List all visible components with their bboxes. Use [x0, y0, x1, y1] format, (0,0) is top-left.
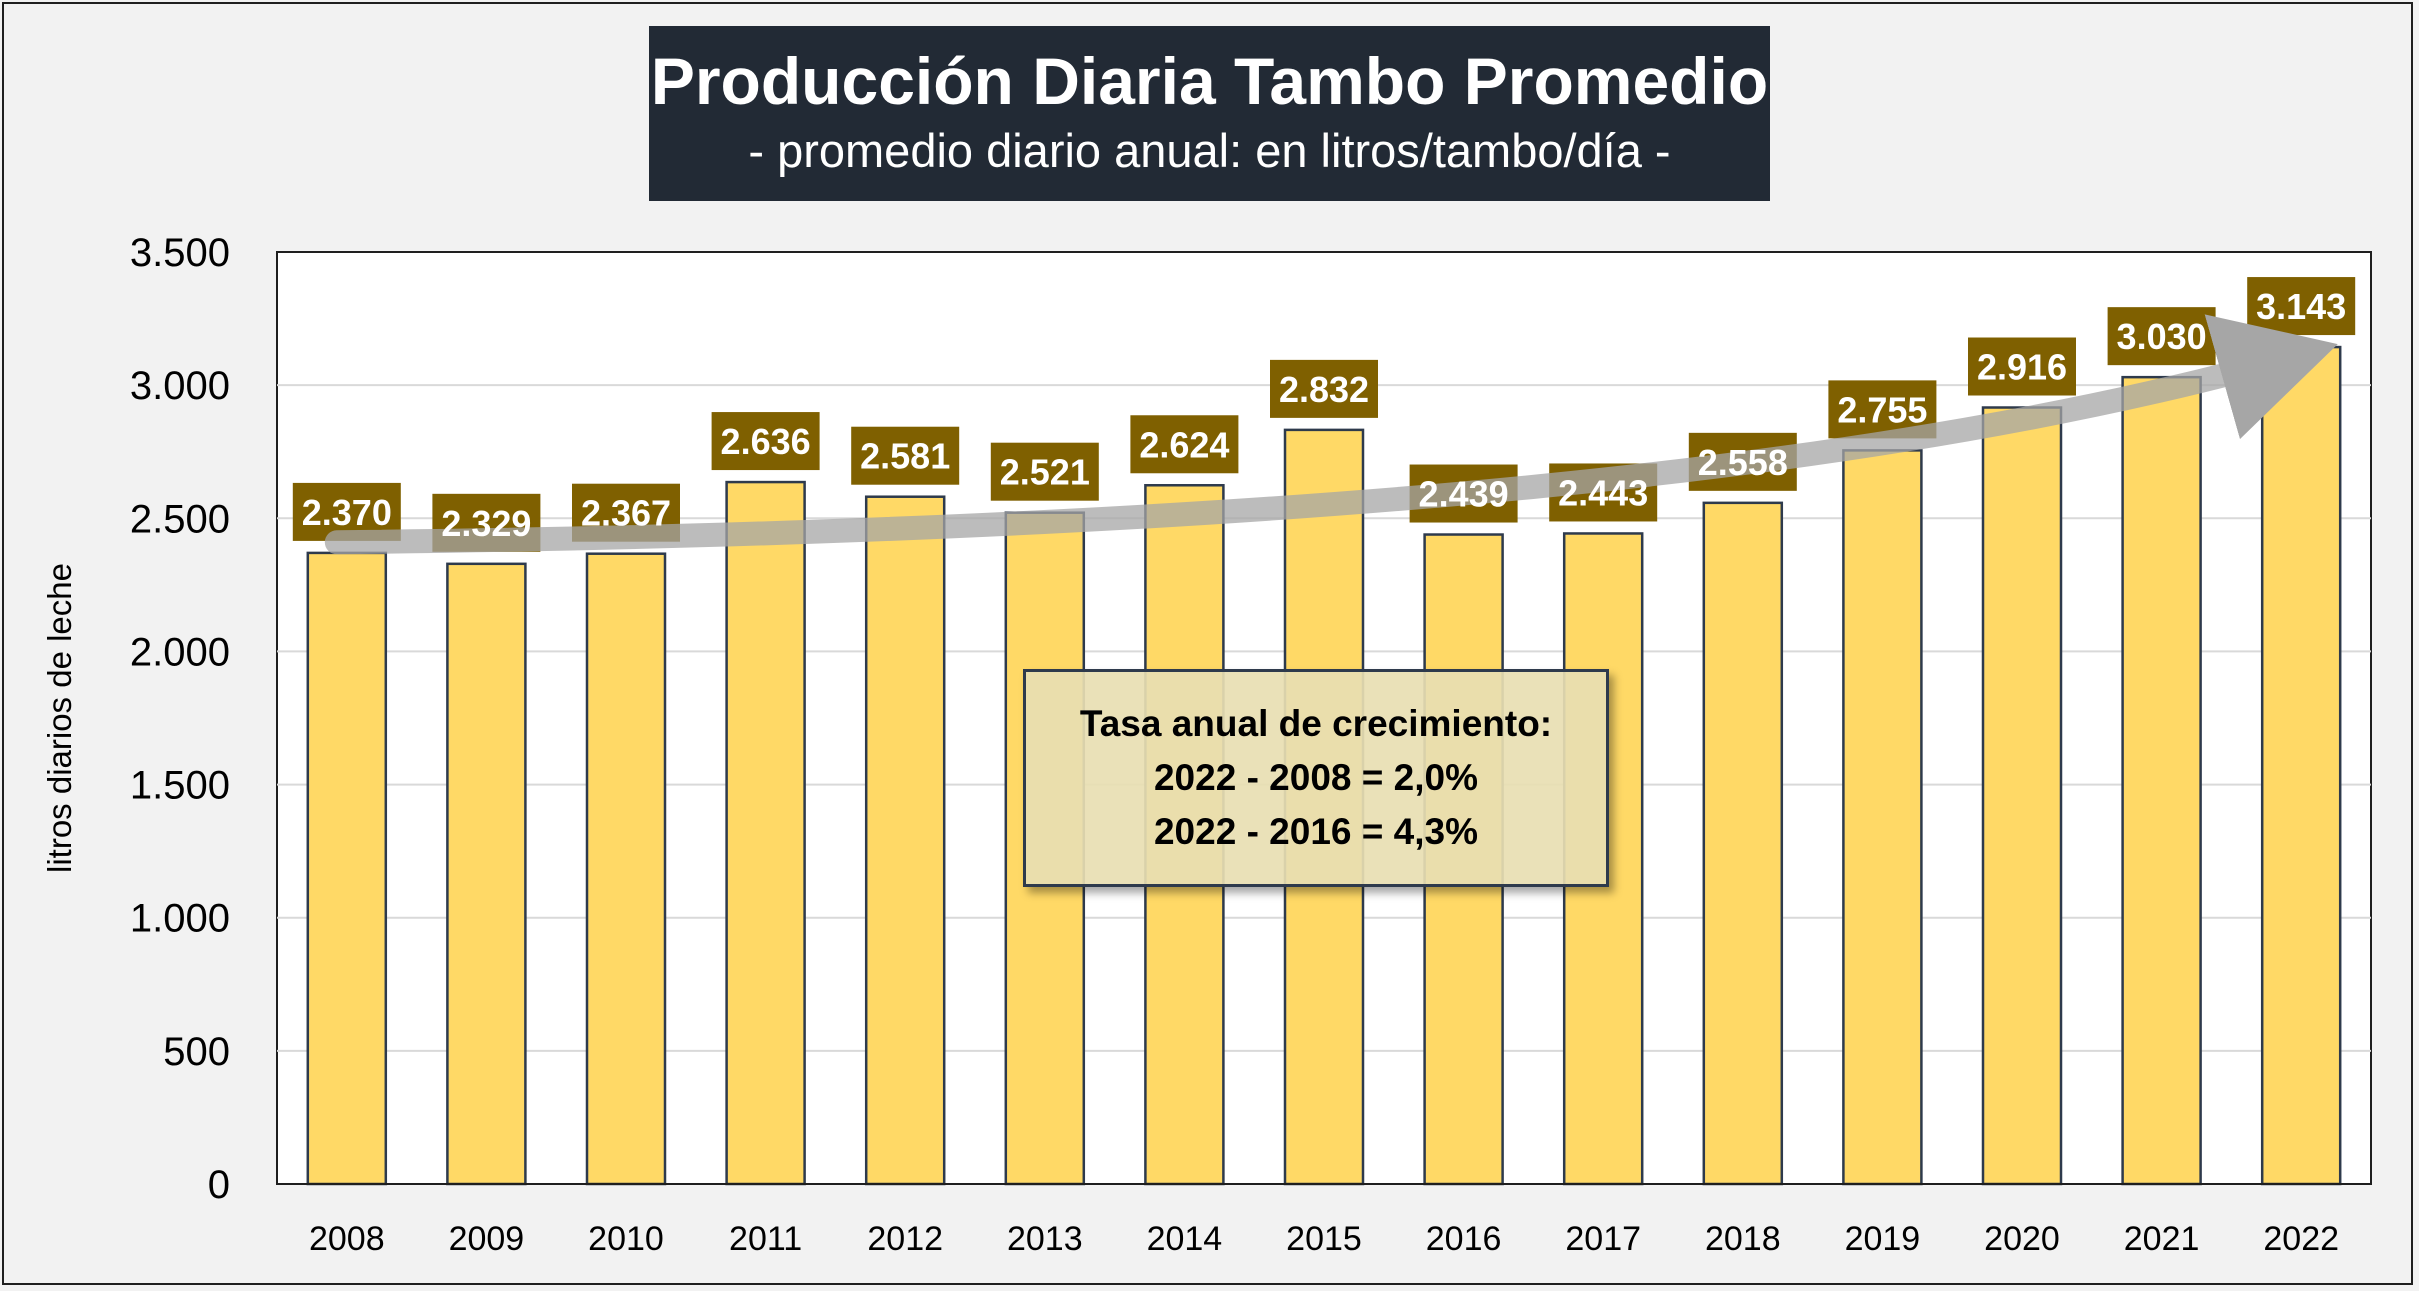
y-tick-label: 2.500	[130, 497, 230, 541]
y-tick-label: 3.000	[130, 364, 230, 408]
data-label: 2.755	[1837, 389, 1927, 430]
data-label: 2.832	[1279, 369, 1369, 410]
trend-arrow	[324, 314, 2338, 555]
x-tick-label: 2015	[1286, 1220, 1362, 1258]
x-tick-label: 2019	[1845, 1220, 1921, 1258]
data-label: 2.624	[1139, 424, 1229, 465]
x-tick-label: 2011	[729, 1220, 802, 1258]
bar	[864, 495, 946, 1186]
y-tick-label: 0	[208, 1163, 230, 1207]
x-tick-label: 2022	[2263, 1220, 2339, 1258]
x-tick-label: 2016	[1426, 1220, 1502, 1258]
chart-title: Producción Diaria Tambo Promedio	[650, 44, 1769, 118]
bar	[2260, 345, 2342, 1186]
x-tick-label: 2010	[588, 1220, 664, 1258]
data-label: 3.143	[2256, 286, 2346, 327]
data-label: 2.581	[860, 436, 950, 477]
growth-rate-box: Tasa anual de crecimiento: 2022 - 2008 =…	[1023, 669, 1609, 887]
bar	[1702, 501, 1784, 1186]
data-label-box	[711, 412, 820, 471]
growth-rate-line: 2022 - 2016 = 4,3%	[1153, 811, 1478, 852]
x-tick-label: 2012	[867, 1220, 943, 1258]
title-box: Producción Diaria Tambo Promedio - prome…	[649, 26, 1770, 201]
data-label: 2.443	[1558, 472, 1648, 513]
data-label: 2.636	[721, 421, 811, 462]
growth-rate-title: Tasa anual de crecimiento:	[1079, 703, 1553, 744]
x-tick-label: 2017	[1565, 1220, 1641, 1258]
y-tick-label: 2.000	[130, 630, 230, 674]
bar	[1981, 406, 2063, 1186]
data-label: 3.030	[2117, 316, 2207, 357]
data-label: 2.370	[302, 492, 392, 533]
chart-subtitle: - promedio diario anual: en litros/tambo…	[748, 124, 1671, 177]
x-tick-label: 2021	[2124, 1220, 2200, 1258]
data-label: 2.916	[1977, 347, 2067, 388]
y-tick-label: 1.500	[130, 764, 230, 808]
y-tick-label: 3.500	[130, 231, 230, 275]
x-tick-label: 2014	[1147, 1220, 1223, 1258]
bar	[1842, 449, 1923, 1186]
x-tick-label: 2008	[309, 1220, 385, 1258]
x-tick-label: 2020	[1984, 1220, 2060, 1258]
bar	[306, 551, 388, 1186]
x-tick-label: 2018	[1705, 1220, 1781, 1258]
data-label-box	[851, 426, 960, 485]
data-label: 2.439	[1419, 474, 1509, 515]
data-label: 2.521	[1000, 452, 1090, 493]
data-label: 2.329	[441, 503, 531, 544]
x-tick-label: 2009	[449, 1220, 525, 1258]
x-tick-label: 2013	[1007, 1220, 1083, 1258]
growth-rate-line: 2022 - 2008 = 2,0%	[1153, 757, 1478, 798]
data-label-box	[1130, 415, 1239, 474]
bar	[585, 552, 667, 1186]
data-label-box	[1270, 359, 1378, 418]
data-label-box	[1968, 337, 2076, 396]
data-label: 2.558	[1698, 442, 1788, 483]
data-label-box	[2107, 307, 2216, 366]
data-label: 2.367	[581, 493, 671, 534]
data-label-box	[990, 442, 1099, 501]
bar	[446, 562, 527, 1186]
y-tick-label: 500	[163, 1030, 230, 1074]
bar	[725, 480, 806, 1186]
bar	[2121, 375, 2202, 1186]
y-tick-label: 1.000	[130, 897, 230, 941]
